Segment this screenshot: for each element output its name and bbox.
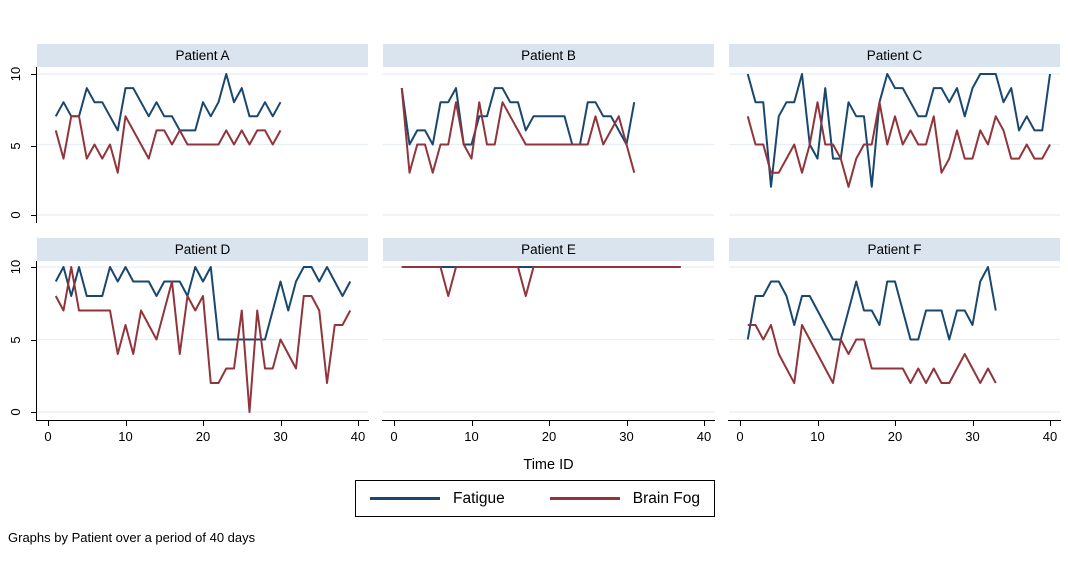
panel-title-patient-b: Patient B bbox=[383, 44, 714, 67]
x-tick-0 bbox=[740, 421, 741, 426]
y-axis-row-2: 10 5 0 bbox=[0, 260, 37, 420]
x-tick-10 bbox=[817, 421, 819, 426]
x-tick-label-30: 30 bbox=[619, 429, 634, 444]
x-tick-30 bbox=[626, 421, 628, 426]
series-line-fatigue bbox=[54, 73, 282, 132]
y-tick-5 bbox=[31, 146, 37, 147]
x-tick-label-30: 30 bbox=[273, 429, 288, 444]
legend-label-fatigue: Fatigue bbox=[453, 489, 505, 507]
x-tick-label-20: 20 bbox=[887, 429, 903, 444]
y-tick-label-0: 0 bbox=[7, 211, 23, 219]
x-axis-col-1: 0 10 20 30 40 bbox=[36, 420, 369, 448]
series-line-fatigue bbox=[746, 73, 1051, 188]
series-line-brain-fog bbox=[54, 115, 282, 174]
x-tick-label-10: 10 bbox=[810, 429, 825, 444]
panel-title-patient-c: Patient C bbox=[729, 44, 1060, 67]
x-tick-10 bbox=[125, 421, 127, 426]
chart-patient-e bbox=[383, 266, 714, 413]
x-tick-30 bbox=[972, 421, 974, 426]
y-tick-0 bbox=[31, 215, 37, 216]
series-line-fatigue bbox=[746, 266, 997, 341]
y-tick-label-10: 10 bbox=[7, 259, 23, 275]
x-tick-label-10: 10 bbox=[118, 429, 133, 444]
chart-patient-d bbox=[37, 266, 368, 413]
panel-title-patient-a: Patient A bbox=[37, 44, 368, 67]
series-line-brain-fog bbox=[747, 324, 997, 384]
x-tick-30 bbox=[280, 421, 282, 426]
x-tick-20 bbox=[895, 421, 896, 426]
x-tick-label-40: 40 bbox=[696, 429, 712, 444]
x-axis-line bbox=[382, 420, 715, 421]
y-tick-label-5: 5 bbox=[7, 142, 23, 150]
legend: Fatigue Brain Fog bbox=[355, 480, 715, 517]
x-tick-label-20: 20 bbox=[195, 429, 211, 444]
chart-patient-c bbox=[729, 73, 1060, 216]
y-tick-label-10: 10 bbox=[7, 66, 23, 82]
chart-patient-b bbox=[383, 73, 714, 216]
y-tick-10 bbox=[31, 267, 37, 268]
series-line-brain-fog bbox=[746, 101, 1051, 188]
series-line-fatigue bbox=[54, 266, 352, 341]
fatigue-line-swatch bbox=[370, 497, 440, 500]
x-tick-10 bbox=[471, 421, 473, 426]
x-tick-label-30: 30 bbox=[965, 429, 980, 444]
series-line-fatigue bbox=[400, 87, 636, 146]
x-tick-label-10: 10 bbox=[464, 429, 479, 444]
chart-patient-f bbox=[729, 266, 1060, 413]
x-tick-label-20: 20 bbox=[541, 429, 557, 444]
x-axis-col-2: 0 10 20 30 40 bbox=[382, 420, 715, 448]
legend-item-fatigue: Fatigue bbox=[370, 490, 505, 508]
series-line-brain-fog bbox=[401, 266, 681, 297]
legend-label-brain-fog: Brain Fog bbox=[632, 489, 700, 507]
legend-item-brain-fog: Brain Fog bbox=[549, 489, 700, 508]
series-line-brain-fog bbox=[400, 88, 636, 174]
x-tick-20 bbox=[549, 421, 550, 426]
y-tick-0 bbox=[31, 412, 37, 413]
x-axis-line bbox=[36, 420, 369, 421]
y-axis-line bbox=[36, 67, 37, 223]
series-line-brain-fog bbox=[54, 266, 352, 413]
x-tick-40 bbox=[358, 421, 359, 426]
figure-note: Graphs by Patient over a period of 40 da… bbox=[8, 530, 256, 545]
x-tick-label-40: 40 bbox=[350, 429, 366, 444]
x-axis-line bbox=[728, 420, 1061, 421]
panel-title-patient-e: Patient E bbox=[383, 238, 714, 261]
panel-title-patient-d: Patient D bbox=[37, 238, 368, 261]
panel-title-patient-f: Patient F bbox=[729, 238, 1060, 261]
x-tick-label-40: 40 bbox=[1042, 429, 1058, 444]
brain-fog-line-swatch bbox=[549, 497, 620, 500]
x-tick-0 bbox=[394, 421, 395, 426]
x-tick-40 bbox=[1050, 421, 1051, 426]
x-axis-title: Time ID bbox=[523, 457, 574, 473]
y-axis-row-1: 10 5 0 bbox=[0, 67, 37, 223]
y-tick-label-0: 0 bbox=[7, 408, 23, 416]
x-tick-0 bbox=[48, 421, 49, 426]
x-tick-label-0: 0 bbox=[390, 429, 398, 444]
x-tick-40 bbox=[704, 421, 705, 426]
y-tick-10 bbox=[31, 74, 37, 75]
x-tick-20 bbox=[203, 421, 204, 426]
y-tick-label-5: 5 bbox=[7, 336, 23, 344]
x-axis-col-3: 0 10 20 30 40 bbox=[728, 420, 1061, 448]
x-tick-label-0: 0 bbox=[44, 429, 52, 444]
x-tick-label-0: 0 bbox=[736, 429, 744, 444]
y-tick-5 bbox=[31, 340, 37, 341]
chart-patient-a bbox=[37, 73, 368, 216]
